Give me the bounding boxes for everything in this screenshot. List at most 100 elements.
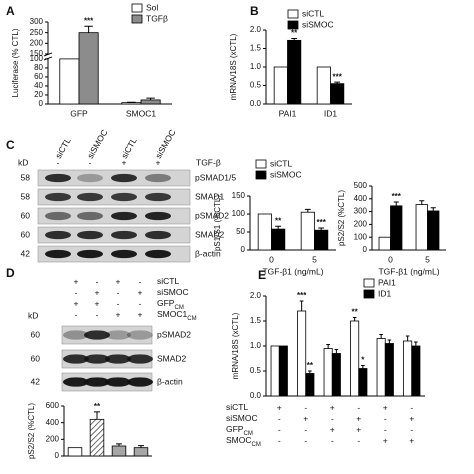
legend-label: ID1 <box>378 288 392 298</box>
y-tick-label: 0 <box>55 451 60 460</box>
y-tick-label: 0 <box>39 99 44 108</box>
treatment-sign: - <box>57 157 60 167</box>
band-label: β-actin <box>157 376 183 386</box>
bar <box>271 228 286 251</box>
y-tick-label: 50 <box>236 227 245 236</box>
bar <box>270 345 280 397</box>
blot-band <box>45 249 71 259</box>
bar <box>403 340 413 397</box>
band-label: SMAD2 <box>157 353 187 363</box>
y-tick-label: 400 <box>354 194 368 203</box>
y-tick-label: 80 <box>34 63 43 72</box>
bar <box>378 236 391 251</box>
error-bar <box>299 300 304 311</box>
bar <box>297 310 307 397</box>
treatment-sign: + <box>156 157 161 167</box>
error-bar <box>308 370 312 374</box>
condition-sign: - <box>304 424 307 434</box>
y-tick-label: 0.0 <box>250 391 262 400</box>
blot-band <box>127 377 153 387</box>
blot-band <box>77 211 103 221</box>
significance: ** <box>307 361 314 370</box>
label-part: CM <box>174 305 183 311</box>
bar <box>330 83 345 105</box>
blot-band <box>105 330 131 340</box>
x-tick-label: 0 <box>388 254 393 264</box>
bar <box>133 447 149 457</box>
y-tick-label: 2.0 <box>250 291 262 300</box>
blot-band <box>84 377 110 387</box>
error-bar <box>387 339 392 344</box>
row-label: siCTL <box>157 276 179 286</box>
x-tick-label: 5 <box>425 254 430 264</box>
blot-band <box>45 173 71 183</box>
error-bar <box>379 334 383 339</box>
condition-sign: + <box>116 276 121 286</box>
kd-marker: 42 <box>31 376 41 386</box>
condition-sign: + <box>383 402 388 412</box>
error-bar <box>419 200 425 205</box>
blot-band <box>145 211 171 221</box>
band-label: β-actin <box>195 248 221 258</box>
significance: *** <box>316 218 326 227</box>
condition-sign: - <box>278 435 281 445</box>
condition-sign: + <box>383 435 388 445</box>
legend-label: siCTL <box>270 158 292 168</box>
condition-sign: + <box>95 287 100 297</box>
blot-band <box>84 330 110 340</box>
bar <box>427 210 440 251</box>
blot-band <box>63 377 89 387</box>
label-part: siCTL <box>226 402 248 412</box>
condition-sign: - <box>304 402 307 412</box>
y-tick-label: 300 <box>354 207 368 216</box>
error-bar <box>393 201 399 206</box>
y-tick-label: 2.0 <box>250 25 262 34</box>
condition-sign: - <box>384 413 387 423</box>
band-label: pSMAD2 <box>157 329 191 339</box>
legend-swatch <box>131 3 143 13</box>
legend-label: siCTL <box>302 8 324 18</box>
condition-sign: + <box>277 402 282 412</box>
x-tick-label: 0 <box>269 254 274 264</box>
lane-label: siSMOC <box>153 128 177 160</box>
row-label: siSMOC <box>157 287 189 297</box>
bar <box>287 39 302 105</box>
blot-band <box>77 173 103 183</box>
condition-sign: - <box>75 287 78 297</box>
y-tick-label: 0 <box>241 245 246 254</box>
error-bar <box>414 341 418 346</box>
condition-sign: + <box>356 413 361 423</box>
axis-gap <box>47 54 49 59</box>
row-label: SMOC1CM <box>157 309 197 321</box>
row-label: siCTL <box>226 402 248 412</box>
condition-sign: + <box>116 309 121 319</box>
condition-sign: - <box>357 402 360 412</box>
error-bar <box>84 25 93 33</box>
x-axis-label: TGF-β1 (ng/mL) <box>378 266 439 276</box>
bar <box>78 32 99 105</box>
y-axis-label: mRNA/18S (xCTL) <box>229 33 238 100</box>
significance: *** <box>392 192 402 201</box>
band-label: SMAD2 <box>195 229 225 239</box>
legend-swatch <box>131 14 143 24</box>
condition-sign: + <box>138 287 143 297</box>
kd-unit: kD <box>18 157 28 167</box>
condition-sign: - <box>357 435 360 445</box>
legend-label: Sol <box>146 2 158 12</box>
kd-marker: 60 <box>21 210 31 220</box>
x-tick-label: 5 <box>312 254 317 264</box>
bar <box>390 205 403 251</box>
error-bar <box>405 335 410 341</box>
legend-swatch <box>363 289 375 299</box>
significance: ** <box>352 308 359 317</box>
bar <box>59 58 80 105</box>
y-tick-label: 0.0 <box>250 99 262 108</box>
y-axis-label: pS2/S2 (%CTL) <box>27 403 36 459</box>
condition-sign: - <box>410 402 413 412</box>
condition-sign: + <box>330 424 335 434</box>
significance: *** <box>297 291 307 300</box>
y-tick-label: 600 <box>46 401 60 410</box>
y-tick-label: 100 <box>354 232 368 241</box>
row-label: siSMOC <box>226 413 258 423</box>
